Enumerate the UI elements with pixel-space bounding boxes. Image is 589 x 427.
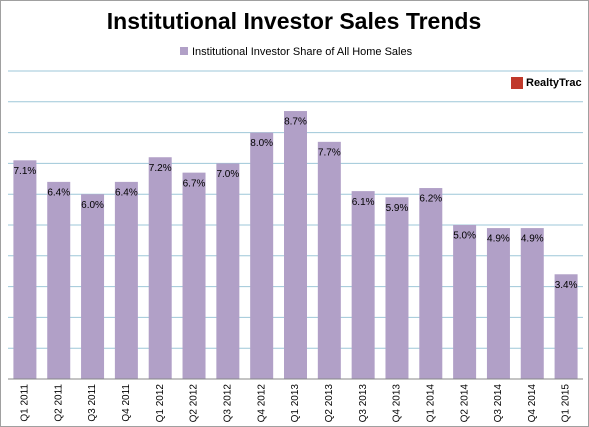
x-tick-label: Q4 2013 [392, 384, 403, 423]
data-label: 6.4% [47, 188, 70, 199]
bar [114, 181, 138, 379]
bar [351, 191, 375, 379]
logo-icon [511, 77, 523, 89]
bar [453, 225, 477, 379]
bar [419, 188, 443, 379]
bar [250, 132, 274, 379]
data-label: 6.2% [419, 194, 442, 205]
data-label: 4.9% [487, 234, 510, 245]
x-tick-label: Q3 2013 [358, 384, 369, 423]
x-tick-label: Q2 2012 [189, 384, 200, 423]
bar [385, 197, 409, 379]
bar [317, 141, 341, 379]
bar [554, 274, 578, 379]
x-tick-label: Q2 2011 [53, 384, 64, 422]
x-tick-label: Q4 2011 [121, 384, 132, 422]
bar [182, 172, 206, 379]
x-tick-label: Q4 2014 [527, 384, 538, 423]
data-label: 7.0% [216, 169, 239, 180]
x-tick-label: Q3 2011 [87, 384, 98, 422]
data-label: 6.4% [115, 188, 138, 199]
data-label: 5.0% [453, 231, 476, 242]
data-label: 3.4% [555, 280, 578, 291]
bar [148, 157, 172, 379]
x-tick-label: Q3 2012 [222, 384, 233, 423]
data-label: 6.1% [352, 197, 375, 208]
legend-label: Institutional Investor Share of All Home… [192, 46, 413, 58]
x-tick-label: Q1 2011 [20, 384, 31, 422]
data-label: 8.7% [284, 117, 307, 128]
x-tick-label: Q3 2014 [493, 384, 504, 423]
x-tick-label: Q1 2013 [290, 384, 301, 423]
data-label: 7.1% [14, 166, 37, 177]
data-label: 4.9% [521, 234, 544, 245]
x-tick-label: Q1 2015 [561, 384, 572, 423]
bar [81, 194, 105, 379]
x-tick-label: Q4 2012 [256, 384, 267, 423]
data-label: 6.0% [81, 200, 104, 211]
data-label: 7.2% [149, 163, 172, 174]
bar [216, 163, 240, 379]
x-tick-label: Q2 2013 [324, 384, 335, 423]
data-label: 8.0% [250, 138, 273, 149]
data-label: 5.9% [386, 203, 409, 214]
bar [520, 228, 544, 379]
data-label: 7.7% [318, 147, 341, 158]
chart-title: Institutional Investor Sales Trends [107, 8, 481, 34]
bar [486, 228, 510, 379]
legend-swatch [180, 47, 188, 55]
data-label: 6.7% [183, 178, 206, 189]
bar [47, 181, 71, 379]
x-tick-label: Q2 2014 [459, 384, 470, 423]
bar [284, 111, 307, 379]
x-tick-label: Q1 2012 [155, 384, 166, 423]
bar [13, 160, 37, 379]
logo-text: RealtyTrac [526, 77, 582, 89]
x-tick-label: Q1 2014 [425, 384, 436, 423]
